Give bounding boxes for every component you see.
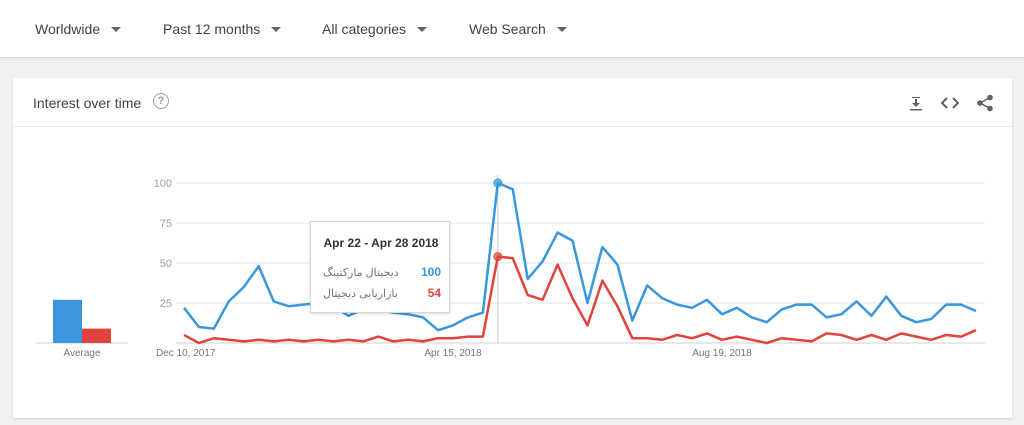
interest-over-time-card: Interest over time ? <box>13 78 1012 418</box>
average-label: Average <box>63 348 101 359</box>
tooltip-row-series1: دیجیتال مارکتینگ 100 <box>323 265 441 281</box>
filter-bar: Worldwide Past 12 months All categories … <box>0 0 1024 58</box>
card-header: Interest over time ? <box>13 78 1012 127</box>
filter-time-range[interactable]: Past 12 months <box>163 0 282 57</box>
tooltip-series-value: 100 <box>420 265 441 279</box>
caret-down-icon <box>271 26 282 32</box>
series-line <box>183 255 977 345</box>
tooltip-series-name: دیجیتال مارکتینگ <box>323 267 399 279</box>
x-tick-label: Dec 10, 2017 <box>156 348 216 359</box>
download-icon[interactable] <box>905 92 927 114</box>
filter-search-type[interactable]: Web Search <box>469 0 567 57</box>
hover-marker <box>493 252 503 262</box>
y-tick-label: 25 <box>160 298 172 310</box>
x-tick-label: Apr 15, 2018 <box>424 348 482 359</box>
x-tick-label: Aug 19, 2018 <box>692 348 752 359</box>
y-tick-label: 100 <box>154 178 172 190</box>
filter-time-range-label: Past 12 months <box>163 20 261 37</box>
y-tick-label: 50 <box>160 258 172 270</box>
average-bars: Average <box>36 299 128 359</box>
tooltip-row-series2: بازاریابی دیجیتال 54 <box>323 286 441 302</box>
tooltip-date: Apr 22 - Apr 28 2018 <box>323 236 439 250</box>
series-line <box>183 181 977 332</box>
card-title: Interest over time <box>33 95 142 111</box>
question-circle-icon[interactable]: ? <box>153 93 169 109</box>
caret-down-icon <box>556 26 567 32</box>
filter-region[interactable]: Worldwide <box>35 0 122 57</box>
share-icon[interactable] <box>974 92 996 114</box>
filter-region-label: Worldwide <box>35 20 101 37</box>
tooltip-series-name: بازاریابی دیجیتال <box>323 288 398 300</box>
filter-category-label: All categories <box>322 20 407 37</box>
caret-down-icon <box>417 26 428 32</box>
caret-down-icon <box>111 26 122 32</box>
average-bar <box>53 299 82 343</box>
x-axis-ticks: Dec 10, 2017 Apr 15, 2018 Aug 19, 2018 <box>156 348 752 359</box>
hover-marker <box>493 178 503 188</box>
embed-code-icon[interactable] <box>939 92 961 114</box>
chart-tooltip: Apr 22 - Apr 28 2018 دیجیتال مارکتینگ 10… <box>310 221 450 313</box>
filter-search-type-label: Web Search <box>469 20 546 37</box>
y-axis-ticks: 100 75 50 25 <box>154 178 172 310</box>
chart-gridlines <box>176 182 985 344</box>
y-tick-label: 75 <box>160 218 172 230</box>
filter-category[interactable]: All categories <box>322 0 428 57</box>
tooltip-series-value: 54 <box>427 286 441 300</box>
average-bar <box>82 328 111 343</box>
hover-markers <box>493 178 503 262</box>
